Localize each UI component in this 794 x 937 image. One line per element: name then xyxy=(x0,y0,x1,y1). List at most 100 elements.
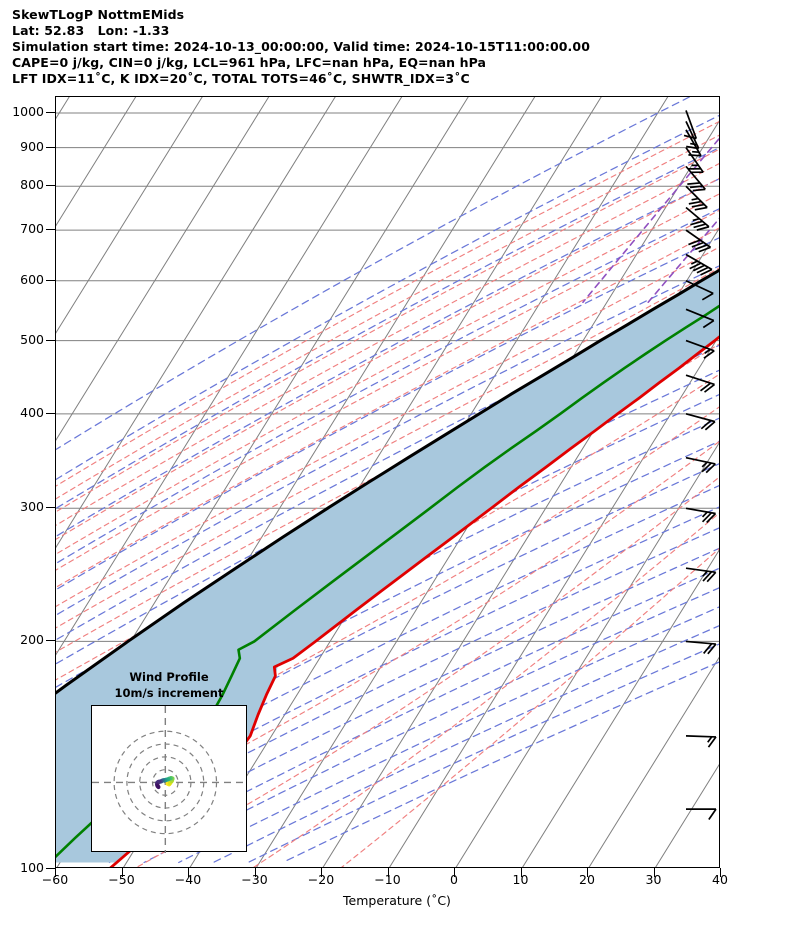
dry-adiabat-line xyxy=(56,114,719,481)
pressure-tick-label: 900 xyxy=(20,138,44,154)
dry-adiabat-line xyxy=(74,547,719,864)
mixing-ratio-line xyxy=(582,137,719,304)
temperature-tick xyxy=(188,868,189,877)
temperature-tick xyxy=(587,868,588,877)
dry-adiabat-line xyxy=(56,178,719,538)
temperature-tick-label: 0 xyxy=(450,872,458,887)
station-coordinates: Lat: 52.83 Lon: -1.33 xyxy=(12,23,170,38)
isotherm-line xyxy=(389,334,719,867)
dry-adiabat-line xyxy=(56,237,719,591)
pressure-tick-label: 300 xyxy=(20,499,44,515)
moist-adiabat-line xyxy=(253,512,719,867)
temperature-tick-label: −30 xyxy=(241,872,268,887)
figure-title: SkewTLogP NottmEMids xyxy=(12,7,185,22)
moist-adiabat-line xyxy=(56,209,719,571)
temperature-tick xyxy=(720,868,721,877)
temperature-tick xyxy=(254,868,256,877)
wind-barb xyxy=(685,413,716,431)
wind-barb xyxy=(685,253,713,276)
dry-adiabat-line xyxy=(143,587,719,864)
wind-profile-hodograph xyxy=(91,705,248,853)
pressure-tick-label: 100 xyxy=(20,860,44,875)
pressure-tick xyxy=(46,146,55,148)
temperature-tick xyxy=(520,868,522,877)
pressure-tick xyxy=(46,279,55,281)
wind-barb xyxy=(685,456,716,474)
isotherm-line xyxy=(56,97,203,334)
temperature-tick xyxy=(653,868,655,877)
dry-adiabat-line xyxy=(56,147,719,510)
wind-barb xyxy=(685,147,704,174)
moist-adiabat-line xyxy=(56,246,719,608)
isotherm-line xyxy=(655,764,719,867)
isotherm-line xyxy=(56,97,270,441)
moist-adiabat-line xyxy=(56,177,719,540)
dry-adiabat-line xyxy=(56,208,719,565)
wind-barb xyxy=(685,229,712,253)
pressure-tick xyxy=(46,185,55,187)
pressure-tick-label: 600 xyxy=(20,271,44,287)
dry-adiabat-line xyxy=(56,463,719,796)
moist-adiabat-line xyxy=(135,476,719,867)
cape-cin-summary: CAPE=0 j/kg, CIN=0 j/kg, LCL=961 hPa, LF… xyxy=(12,55,487,70)
moist-adiabat-line xyxy=(56,441,719,849)
parcel-path-curve xyxy=(56,268,719,695)
pressure-tick-label: 200 xyxy=(20,632,44,648)
temperature-tick-label: 10 xyxy=(512,872,529,887)
wind-barb xyxy=(685,165,706,192)
temperature-tick-label: −20 xyxy=(307,872,335,887)
dry-adiabat-line xyxy=(56,485,719,816)
wind-barb xyxy=(685,185,708,211)
moist-adiabat-line xyxy=(56,148,719,513)
wind-barb xyxy=(685,507,717,524)
temperature-tick-label: −60 xyxy=(41,872,69,887)
wind-barb xyxy=(683,110,698,140)
hodograph-increment: 10m/s increment xyxy=(114,686,224,700)
temperature-tick-label: 40 xyxy=(712,872,728,887)
x-axis-title: Temperature (˚C) xyxy=(343,893,451,908)
wind-barb xyxy=(685,206,710,231)
dewpoint-curve xyxy=(56,304,719,859)
mixing-ratio-line xyxy=(647,217,719,304)
hodograph-trace-segment xyxy=(155,783,161,790)
wind-barb xyxy=(685,735,717,748)
moist-adiabat-line xyxy=(56,406,719,796)
wind-barb xyxy=(685,374,716,393)
hodograph-title: Wind Profile xyxy=(129,670,209,684)
pressure-tick-label: 500 xyxy=(20,331,44,347)
isotherm-line xyxy=(56,97,403,656)
temperature-tick-label: 20 xyxy=(579,872,595,887)
stability-indices: LFT IDX=11˚C, K IDX=20˚C, TOTAL TOTS=46˚… xyxy=(12,71,470,86)
hodograph-canvas xyxy=(92,706,248,853)
wind-barb xyxy=(686,808,717,821)
wind-barb xyxy=(685,279,714,301)
moist-adiabat-line xyxy=(56,134,719,500)
moist-adiabat-line xyxy=(56,120,719,487)
temperature-tick xyxy=(121,868,123,877)
temperature-tick-label: 30 xyxy=(645,872,662,887)
dry-adiabat-line xyxy=(212,625,719,864)
pressure-tick-label: 800 xyxy=(20,177,44,193)
pressure-tick-label: 1000 xyxy=(12,104,44,120)
pressure-tick xyxy=(46,112,55,114)
wind-barb xyxy=(685,640,717,655)
simulation-times: Simulation start time: 2024-10-13_00:00:… xyxy=(12,39,590,54)
temperature-tick xyxy=(55,868,56,877)
temperature-tick xyxy=(387,868,389,877)
temperature-tick-label: −40 xyxy=(174,872,202,887)
pressure-tick-label: 700 xyxy=(20,221,44,237)
temperature-tick-label: −10 xyxy=(374,872,401,887)
isotherm-line xyxy=(455,442,719,867)
pressure-tick xyxy=(46,412,55,414)
pressure-tick xyxy=(46,868,55,869)
temperature-tick xyxy=(454,868,455,877)
wind-barb xyxy=(685,567,717,583)
wind-barb xyxy=(685,339,715,359)
isotherm-line xyxy=(588,656,719,867)
temperature-curve xyxy=(109,335,719,867)
dry-adiabat-line xyxy=(56,319,719,665)
dry-adiabat-line xyxy=(282,661,719,864)
pressure-tick xyxy=(46,339,55,341)
isotherm-line xyxy=(56,97,336,549)
